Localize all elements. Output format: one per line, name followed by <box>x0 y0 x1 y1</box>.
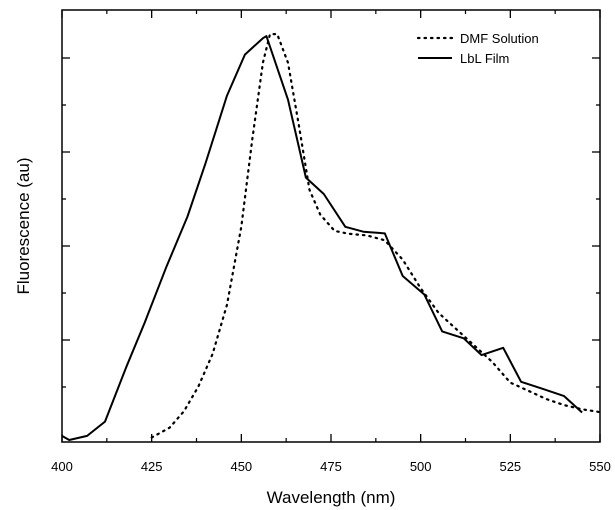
x-tick-labels: 400 425 450 475 500 525 550 <box>51 459 611 474</box>
series-line-dmf-solution <box>150 32 602 439</box>
legend-label-lbl-film: LbL Film <box>460 51 509 66</box>
legend-label-dmf-solution: DMF Solution <box>460 31 539 46</box>
series-group <box>61 32 602 441</box>
legend: DMF Solution LbL Film <box>416 31 539 66</box>
y-axis-title: Fluorescence (au) <box>14 157 33 294</box>
x-tick-label: 425 <box>141 459 163 474</box>
x-tick-label: 450 <box>230 459 252 474</box>
x-tick-label: 400 <box>51 459 73 474</box>
x-tick-label: 550 <box>589 459 611 474</box>
x-tick-label: 500 <box>410 459 432 474</box>
x-tick-label: 475 <box>320 459 342 474</box>
x-axis-title: Wavelength (nm) <box>267 488 396 507</box>
axis-ticks <box>61 10 601 442</box>
series-line-lbl-film <box>61 35 583 441</box>
x-tick-label: 525 <box>499 459 521 474</box>
